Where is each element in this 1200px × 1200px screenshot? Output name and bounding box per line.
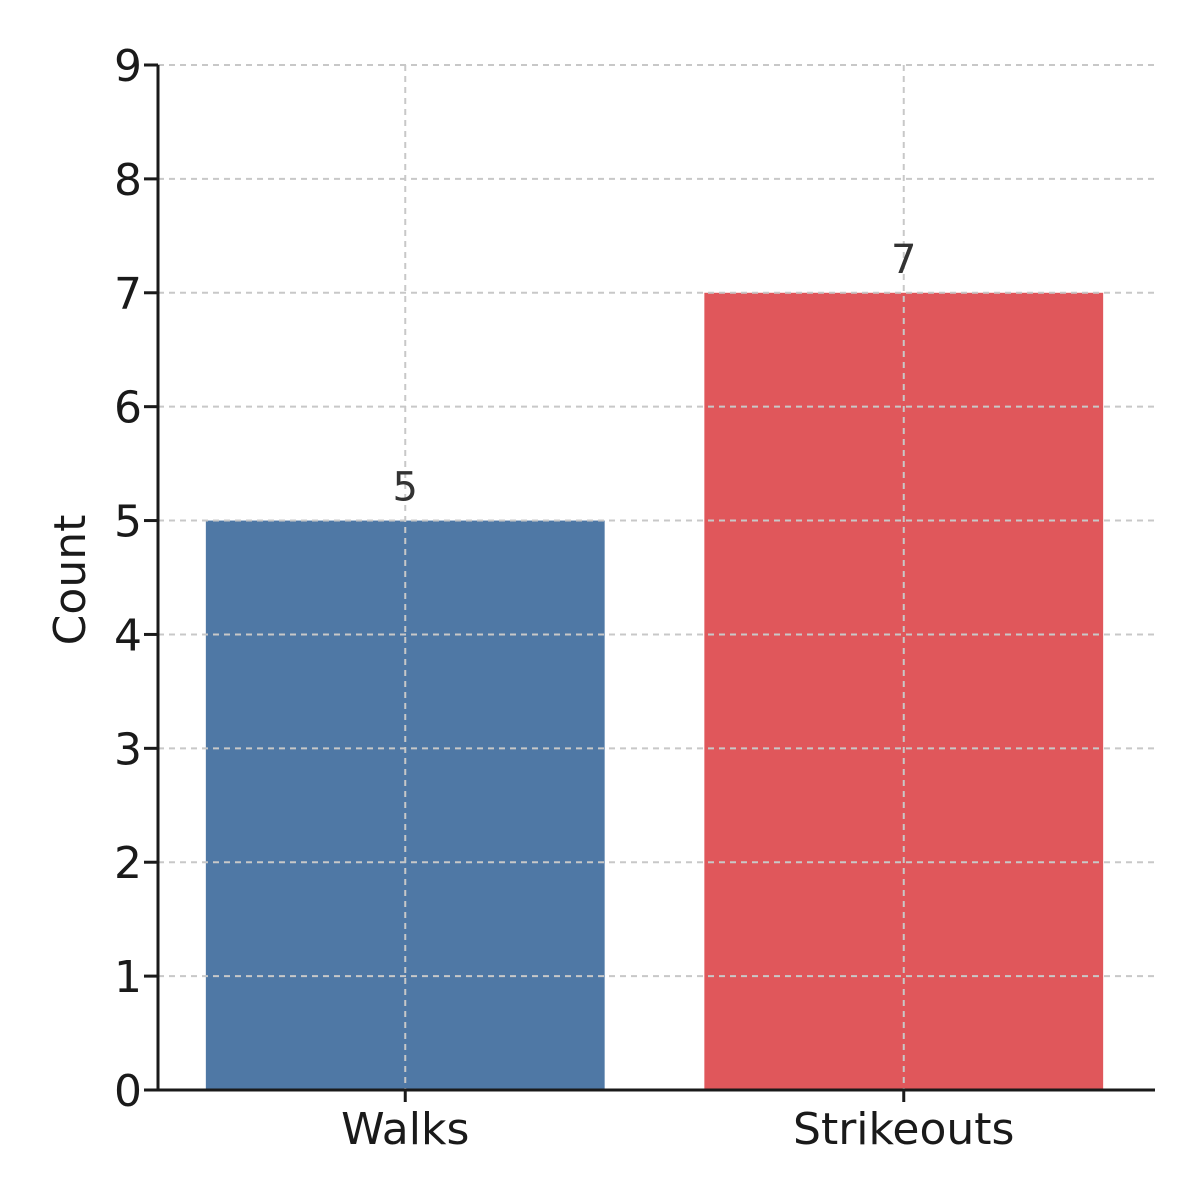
y-tick-label: 4 bbox=[114, 610, 142, 661]
bars bbox=[205, 292, 1104, 1090]
y-tick-label: 3 bbox=[114, 724, 142, 775]
y-tick-label: 6 bbox=[114, 383, 142, 434]
y-tick-label: 7 bbox=[114, 269, 142, 320]
y-tick-label: 2 bbox=[114, 838, 142, 889]
y-tick-label: 0 bbox=[114, 1066, 142, 1117]
y-tick-label: 1 bbox=[114, 952, 142, 1003]
grid bbox=[158, 64, 1155, 1090]
y-tick-label: 5 bbox=[114, 497, 142, 548]
bar-value-label: 7 bbox=[891, 237, 916, 283]
x-tick-label: Walks bbox=[341, 1104, 469, 1155]
x-tick-label: Strikeouts bbox=[793, 1104, 1014, 1155]
y-axis-title: Count bbox=[45, 515, 96, 646]
y-tick-label: 9 bbox=[114, 41, 142, 92]
labels: 0 1 2 3 4 5 6 7 8 9 Walks Strikeouts 5 7 bbox=[114, 41, 1014, 1155]
axes bbox=[144, 63, 1155, 1102]
bar-value-label: 5 bbox=[393, 465, 418, 511]
y-tick-label: 8 bbox=[114, 155, 142, 206]
